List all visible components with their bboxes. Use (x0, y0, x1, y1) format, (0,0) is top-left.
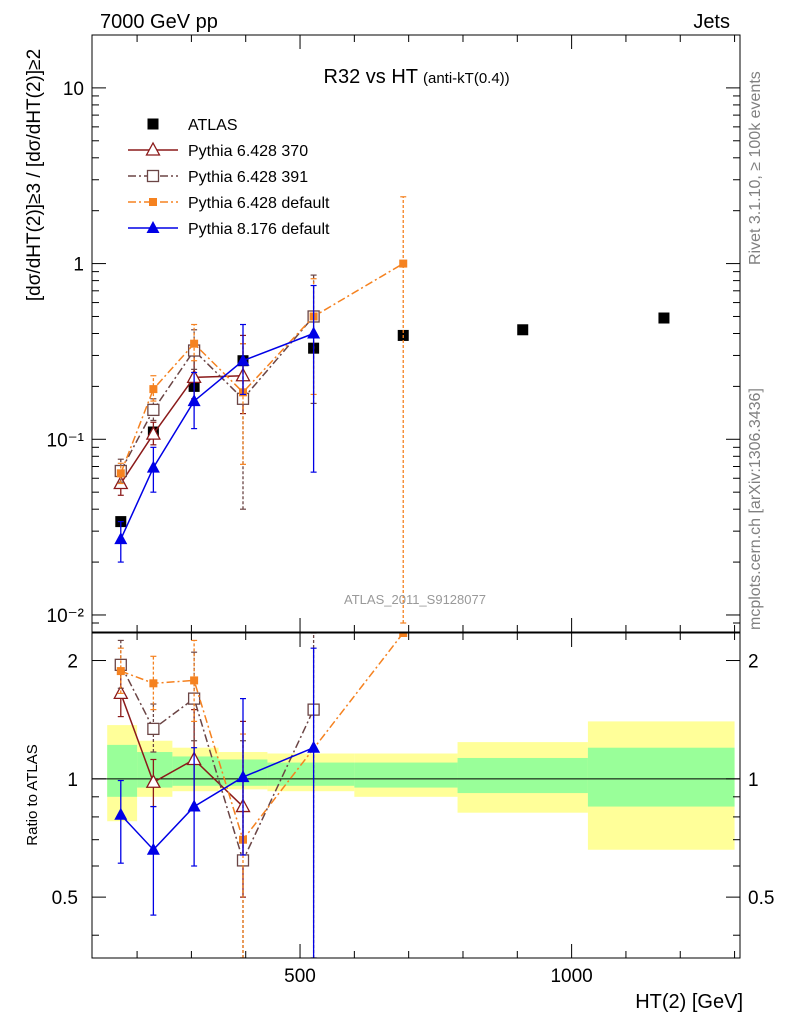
data-point (399, 259, 408, 268)
band-inner (457, 757, 588, 794)
data-point (145, 773, 161, 788)
data-point (147, 403, 160, 417)
ratio-frame (91, 632, 741, 959)
data-point (147, 722, 160, 736)
data-point (116, 667, 125, 676)
source-label: mcplots.cern.ch [arXiv:1306.3436] (747, 388, 764, 630)
data-point (190, 339, 199, 348)
legend-entry: Pythia 6.428 default (128, 195, 330, 212)
legend-label: Pythia 6.428 default (188, 195, 330, 212)
legend-entry: ATLAS (147, 117, 238, 134)
main-axis-ticks: 10⁻² 10⁻¹ 1 10 (47, 34, 740, 633)
series-line (120, 693, 244, 808)
rivet-version-label: Rivet 3.1.10, ≥ 100k events (747, 71, 764, 265)
main-y-axis-label: [dσ/dHT(2)]≥3 / [dσ/dHT(2)]≥2 (24, 49, 45, 301)
y-tick-label-right: 2 (748, 652, 759, 673)
series-layer (113, 633, 408, 958)
series-line (120, 262, 404, 474)
data-point (517, 324, 529, 336)
ratio-y-axis-label: Ratio to ATLAS (24, 744, 41, 845)
legend-entry: Pythia 6.428 370 (128, 141, 308, 160)
y-tick-label-right: 0.5 (748, 888, 774, 909)
data-point (149, 385, 158, 394)
series-line (120, 664, 315, 863)
series-line (120, 374, 244, 484)
legend-marker (146, 221, 160, 233)
legend-marker (145, 141, 161, 156)
data-point (236, 353, 250, 366)
data-point (190, 676, 199, 685)
legend-marker (147, 118, 159, 130)
band-inner (107, 744, 138, 797)
data-point (658, 312, 670, 324)
series-layer (113, 196, 670, 624)
series-pythia-8-176-default (114, 284, 321, 563)
ratio-panel: 0.5 0.5 1 1 2 2 500 1000 Ratio to ATLAS HT(2) [… (24, 632, 774, 1013)
band-inner (267, 762, 355, 786)
series-pythia-8-176-default (114, 647, 321, 958)
legend-entry: Pythia 8.176 default (128, 221, 330, 238)
legend-marker (146, 169, 160, 183)
ratio-plot-area (92, 633, 740, 958)
legend-label: Pythia 6.428 391 (188, 169, 308, 186)
legend-entry: Pythia 6.428 391 (128, 169, 308, 186)
x-tick-label: 1000 (550, 966, 592, 987)
band-inner (587, 747, 735, 807)
data-point (114, 807, 128, 820)
y-tick-label: 2 (67, 652, 78, 673)
header-group: Jets (693, 11, 730, 33)
y-tick-label: 1 (73, 255, 84, 276)
watermark: ATLAS_2011_S9128077 (344, 592, 486, 607)
series-pythia-6-428-391 (114, 274, 320, 510)
uncertainty-bands (107, 721, 735, 850)
y-tick-label: 10 (63, 79, 84, 100)
data-point (146, 842, 160, 855)
data-point (236, 770, 250, 783)
data-point (145, 425, 161, 440)
data-point (187, 799, 201, 812)
main-plot-area (113, 196, 670, 624)
legend-label: Pythia 6.428 370 (188, 143, 308, 160)
main-title: R32 vs HT (324, 66, 418, 88)
data-point (307, 326, 321, 339)
x-axis-label: HT(2) [GeV] (635, 991, 743, 1013)
series-pythia-6-428-default (116, 196, 408, 624)
band-inner (354, 762, 458, 788)
data-point (114, 532, 128, 545)
data-point (149, 679, 158, 688)
data-point (307, 740, 321, 753)
y-tick-label: 10⁻² (47, 606, 85, 627)
ratio-axis-ticks: 0.5 0.5 1 1 2 2 500 1000 (52, 633, 774, 987)
series-pythia-6-428-370 (113, 334, 251, 496)
legend-label: Pythia 8.176 default (188, 221, 330, 238)
main-panel: 10⁻² 10⁻¹ 1 10 R32 vs HT (anti-kT(0.4)) ATL… (24, 34, 741, 633)
header-energy: 7000 GeV pp (100, 11, 218, 33)
legend-marker (149, 198, 157, 206)
y-tick-label: 1 (67, 770, 78, 791)
data-point (399, 633, 408, 637)
legend-label: ATLAS (188, 117, 238, 134)
series-line (120, 633, 404, 842)
data-point (116, 469, 125, 478)
data-point (146, 460, 160, 473)
main-title-suffix: (anti-kT(0.4)) (423, 70, 510, 87)
legend: ATLAS Pythia 6.428 370 Pythia 6.428 391 Pyt… (128, 117, 330, 238)
data-point (187, 394, 201, 407)
x-tick-label: 500 (284, 966, 316, 987)
series-line (120, 316, 315, 472)
y-tick-label: 10⁻¹ (47, 430, 85, 451)
y-tick-label-right: 1 (748, 770, 759, 791)
y-tick-label: 0.5 (52, 888, 78, 909)
